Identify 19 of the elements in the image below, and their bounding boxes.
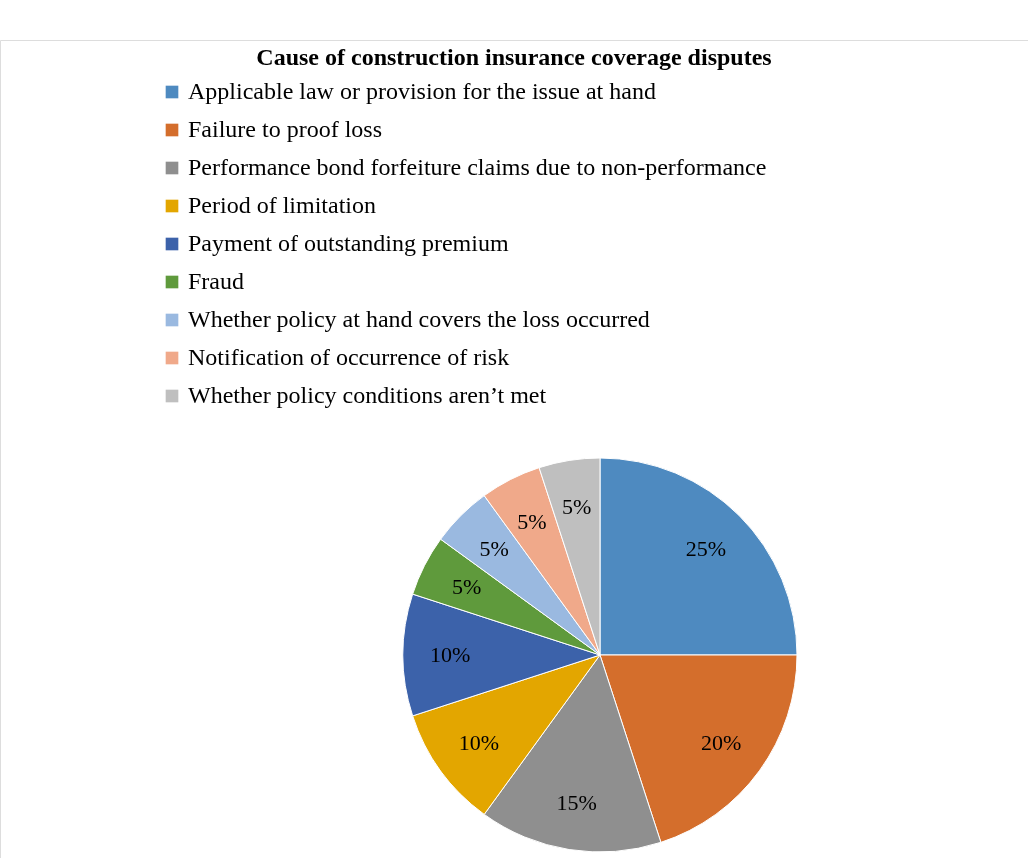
legend-label: Failure to proof loss (188, 116, 382, 142)
data-label: 25% (685, 536, 727, 562)
legend-label: Whether policy at hand covers the loss occurred (188, 306, 650, 332)
legend-label: Period of limitation (188, 192, 376, 218)
data-label: 15% (556, 789, 597, 815)
legend-label: Whether policy conditions aren’t met (188, 382, 547, 408)
data-label: 5% (561, 494, 592, 520)
legend-label: Performance bond forfeiture claims due to non-performance (188, 154, 767, 180)
chart-title: Cause of construction insurance coverage disputes (256, 44, 772, 70)
data-label: 5% (479, 536, 509, 562)
data-label: 5% (451, 574, 482, 600)
data-label: 20% (700, 730, 742, 755)
legend-label: Notification of occurrence of risk (188, 344, 510, 370)
data-label: 10% (458, 730, 500, 755)
legend-label: Fraud (188, 268, 244, 294)
data-label: 10% (430, 642, 471, 667)
legend-label: Payment of outstanding premium (188, 230, 509, 256)
data-label: 5% (517, 508, 547, 534)
legend-label: Applicable law or provision for the issue at hand (188, 78, 656, 104)
